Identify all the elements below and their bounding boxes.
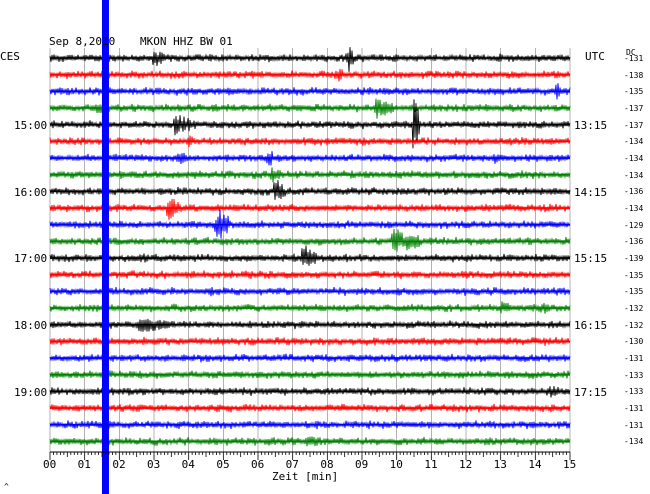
x-tick-label: 11: [424, 458, 438, 471]
station-label: MKON HHZ BW 01: [140, 35, 233, 48]
spike-band-rect: [101, 0, 109, 494]
x-tick-label: 04: [181, 458, 195, 471]
left-timezone-label: CES: [0, 50, 20, 63]
trace-row: [49, 245, 571, 266]
x-tick-label: 10: [389, 458, 403, 471]
left-time-label: 19:00: [14, 386, 48, 399]
x-tick-label: 14: [528, 458, 542, 471]
dc-value: -135: [624, 287, 644, 297]
dc-value: -134: [624, 137, 644, 147]
left-time-label: 17:00: [14, 252, 48, 265]
right-timezone-label: UTC: [585, 50, 605, 63]
trace-row: [49, 83, 571, 100]
dc-value: -132: [624, 320, 644, 330]
x-tick-label: 02: [112, 458, 126, 471]
dc-value: -134: [624, 154, 644, 164]
dc-value: -136: [624, 187, 644, 197]
spike-band: [101, 0, 109, 494]
right-time-label: 13:15: [574, 119, 608, 132]
x-tick-label: 05: [216, 458, 230, 471]
corner-mark: ^: [4, 482, 9, 491]
dc-value: -138: [624, 70, 644, 80]
trace-row: [49, 209, 571, 239]
x-tick-label: 09: [355, 458, 369, 471]
left-time-label: 16:00: [14, 186, 48, 199]
date-label: Sep 8,2010: [49, 35, 116, 48]
right-time-label: 16:15: [574, 319, 608, 332]
dc-value: -135: [624, 270, 644, 280]
x-axis-label: Zeit [min]: [272, 470, 339, 483]
right-time-label: 15:15: [574, 252, 608, 265]
x-tick-label: 06: [251, 458, 265, 471]
x-tick-label: 07: [285, 458, 299, 471]
dc-label: DC: [626, 48, 636, 57]
trace-row: [49, 180, 571, 200]
trace-row: [49, 403, 571, 413]
dc-value: -131: [624, 354, 644, 364]
dc-value: -139: [624, 254, 644, 264]
right-time-label: 17:15: [574, 386, 608, 399]
dc-value: -134: [624, 170, 644, 180]
right-time-label: 14:15: [574, 186, 608, 199]
dc-value: -131: [624, 404, 644, 414]
x-tick-label: 12: [459, 458, 473, 471]
dc-value: -135: [624, 87, 644, 97]
left-time-label: 18:00: [14, 319, 48, 332]
trace-row: [49, 198, 571, 220]
x-tick-label: 03: [147, 458, 161, 471]
dc-value: -130: [624, 337, 644, 347]
dc-value: -133: [624, 370, 644, 380]
x-tick-label: 08: [320, 458, 334, 471]
grid-lines: [49, 48, 571, 452]
trace-row: [49, 386, 571, 398]
trace-row: [49, 318, 571, 332]
dc-value: -131: [624, 54, 644, 63]
x-tick-label: 13: [493, 458, 507, 471]
dc-value: -129: [624, 220, 644, 230]
trace-row: [49, 47, 571, 72]
dc-value: -131: [624, 420, 644, 430]
dc-value: -136: [624, 237, 644, 247]
dc-value: -133: [624, 387, 644, 397]
dc-value: -137: [624, 120, 644, 130]
dc-value: -132: [624, 304, 644, 314]
x-tick-label: 15: [563, 458, 577, 471]
dc-value: -134: [624, 437, 644, 447]
seismic-traces: [49, 47, 571, 447]
dc-value: -137: [624, 104, 644, 113]
x-tick-label: 01: [77, 458, 91, 471]
left-time-label: 15:00: [14, 119, 48, 132]
trace-row: [49, 228, 571, 252]
x-tick-label: 00: [43, 458, 57, 471]
time-axis: [49, 451, 571, 460]
dc-value: -134: [624, 204, 644, 214]
